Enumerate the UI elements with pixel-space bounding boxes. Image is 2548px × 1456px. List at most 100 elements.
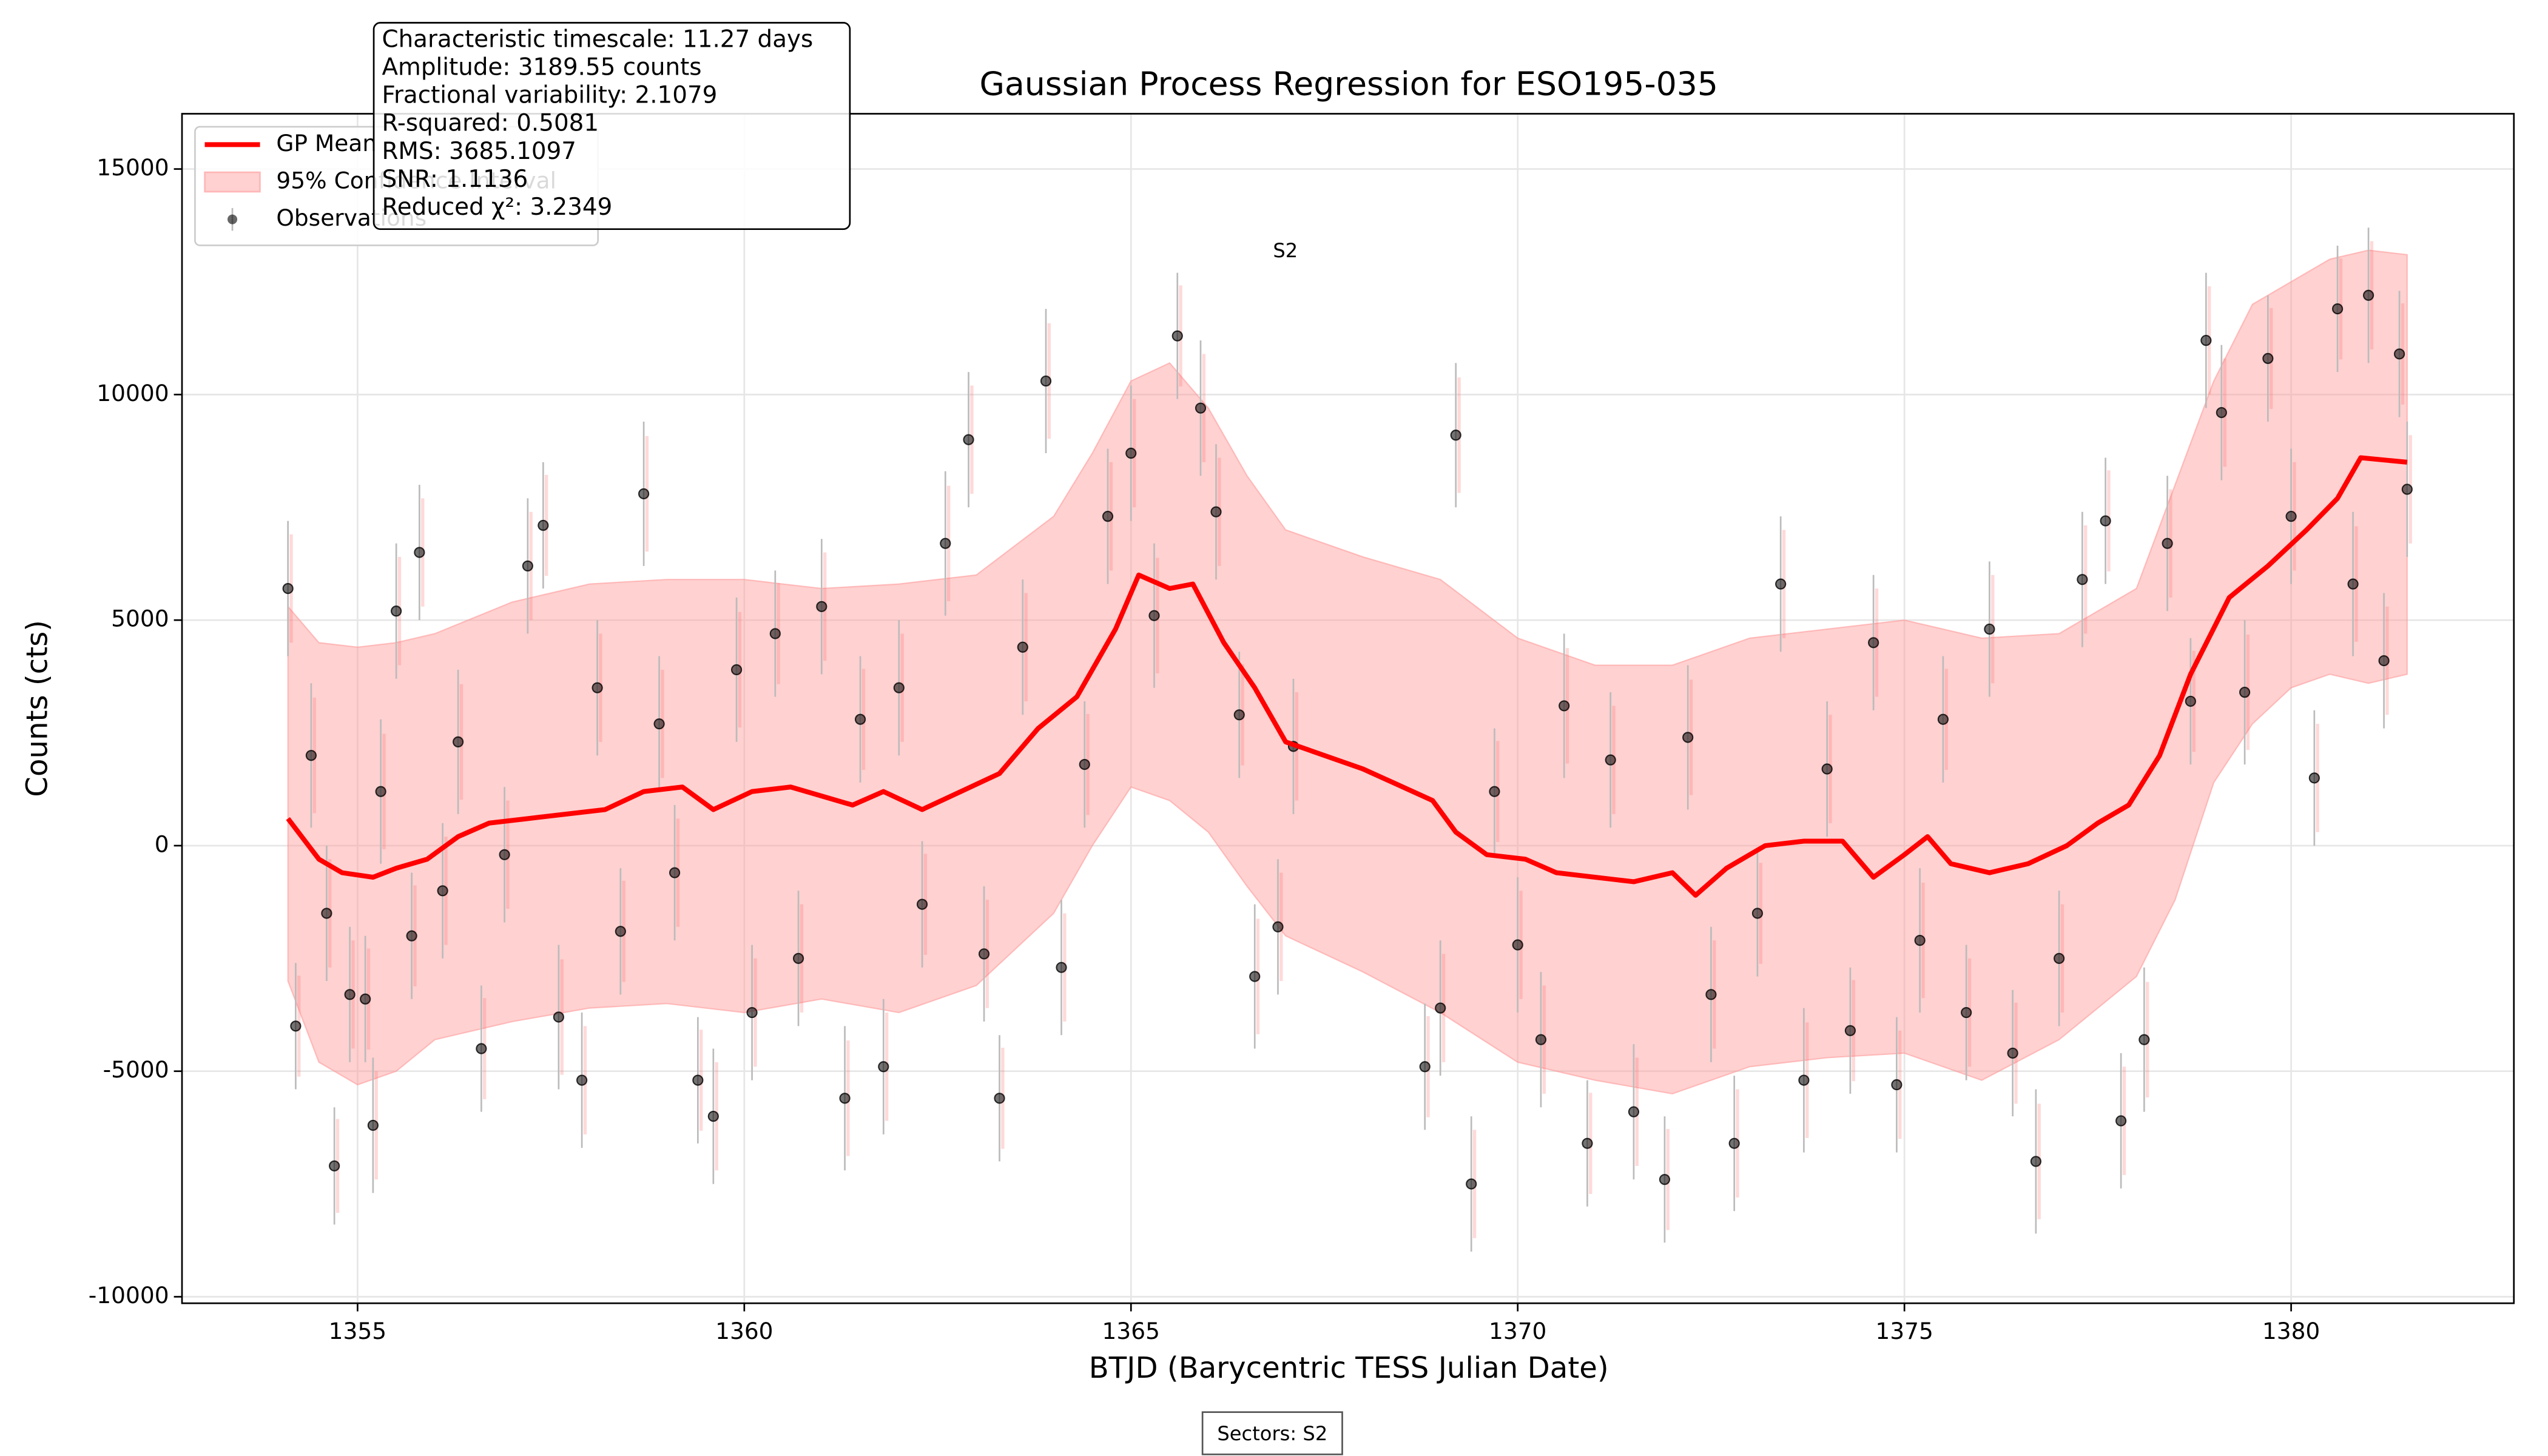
observation [1535, 1034, 1547, 1045]
observation [282, 582, 294, 595]
observation [1233, 709, 1245, 721]
observation [1512, 939, 1523, 951]
y-tick-label: 0 [155, 831, 169, 857]
observation [499, 849, 510, 860]
observation [576, 1074, 588, 1086]
observation [1249, 971, 1261, 982]
observation [290, 1020, 302, 1032]
y-axis-label: Counts (cts) [20, 620, 54, 797]
observation [375, 786, 386, 797]
observation [2393, 348, 2405, 360]
plot-frame [181, 113, 2515, 1304]
observation [1582, 1138, 1593, 1149]
observation [592, 682, 603, 693]
observation [746, 1006, 758, 1019]
observation [916, 898, 928, 910]
observation [1961, 1006, 1972, 1019]
observation [1435, 1002, 1446, 1014]
observation [1984, 623, 1995, 635]
observation [1489, 786, 1500, 797]
y-tick-label: -10000 [89, 1282, 169, 1309]
legend-label: GP Mean [276, 130, 377, 157]
observation [1844, 1025, 1856, 1036]
plot-area [182, 113, 2514, 1304]
sector-label: S2 [1273, 239, 1298, 262]
x-tick-label: 1380 [2262, 1318, 2320, 1344]
stats-line: Amplitude: 3189.55 counts [382, 54, 701, 81]
legend-swatch [228, 214, 238, 224]
observation [437, 885, 448, 897]
confidence-band [287, 249, 2408, 1095]
observation [1728, 1138, 1740, 1149]
y-tick-label: 15000 [96, 154, 169, 181]
observation [978, 948, 990, 960]
observation [1450, 430, 1461, 441]
chart-title: Gaussian Process Regression for ESO195-0… [979, 65, 1717, 103]
observation [1079, 758, 1090, 770]
footer: Sectors: S2 [1217, 1422, 1327, 1445]
observation [940, 538, 951, 549]
observation [2239, 687, 2251, 698]
observation [414, 547, 425, 558]
observation [1821, 763, 1833, 775]
stats-line: RMS: 3685.1097 [382, 138, 576, 165]
observation [1937, 713, 1949, 725]
stats-line: SNR: 1.1136 [382, 166, 528, 193]
observation [963, 434, 974, 445]
observation [854, 713, 866, 725]
observation [878, 1061, 889, 1073]
observation [2262, 352, 2274, 364]
observation [994, 1093, 1005, 1104]
observation [1272, 921, 1284, 932]
legend-swatch [204, 171, 261, 193]
observation [653, 718, 665, 730]
y-tick-label: 10000 [96, 380, 169, 406]
observation [1751, 908, 1764, 919]
observation [553, 1011, 564, 1023]
observation [321, 908, 332, 919]
observation [615, 926, 626, 937]
observation [406, 930, 417, 942]
observation [1868, 637, 1879, 649]
observation [329, 1160, 340, 1171]
x-axis-label: BTJD (Barycentric TESS Julian Date) [1089, 1351, 1609, 1385]
observation [2138, 1034, 2150, 1045]
stats-line: Fractional variability: 2.1079 [382, 82, 717, 109]
observation [1040, 375, 1052, 387]
stats-line: Characteristic timescale: 11.27 days [382, 25, 813, 53]
observation [1559, 700, 1570, 712]
observation [2362, 289, 2374, 301]
observation [1171, 330, 1183, 342]
observation [769, 628, 781, 639]
observation [1419, 1061, 1431, 1073]
y-tick-label: 5000 [111, 605, 169, 632]
observation [2054, 952, 2065, 964]
observation [2200, 335, 2212, 346]
observation [1891, 1079, 1903, 1091]
observation [1775, 578, 1787, 590]
observation [792, 952, 804, 964]
observation [2115, 1115, 2127, 1127]
observation [893, 682, 905, 693]
observation [2100, 515, 2111, 527]
observation [2185, 695, 2196, 707]
observation [344, 989, 356, 1000]
observation [1017, 641, 1028, 653]
observation [730, 664, 743, 676]
observation [2378, 655, 2390, 667]
observation [2347, 578, 2359, 590]
observation [2285, 511, 2297, 522]
observation [305, 750, 317, 761]
stats-box [372, 22, 851, 231]
observation [707, 1110, 719, 1122]
observation [669, 867, 681, 878]
observation [2401, 484, 2413, 495]
observation [2030, 1156, 2041, 1167]
observation [2077, 574, 2088, 585]
observation [1125, 447, 1137, 459]
x-tick-label: 1370 [1489, 1318, 1546, 1344]
stats-line: Reduced χ²: 3.2349 [382, 194, 612, 221]
footer-box [1201, 1411, 1343, 1455]
